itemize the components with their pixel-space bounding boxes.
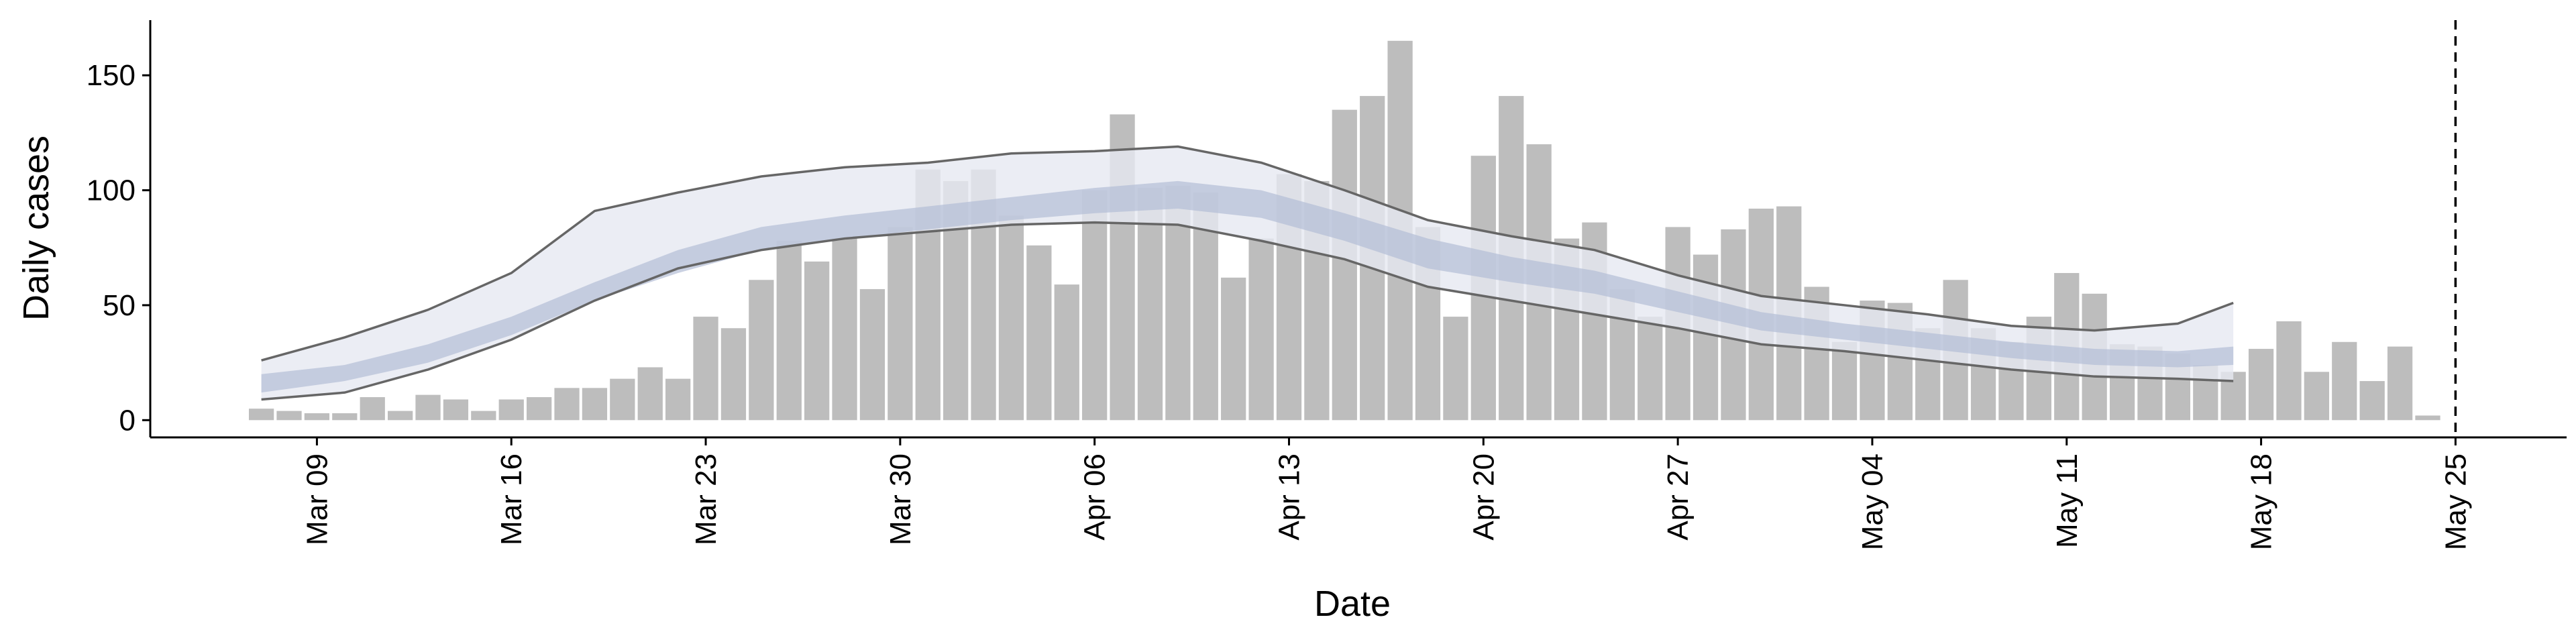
bar: [360, 397, 385, 421]
bar: [888, 227, 913, 421]
bar: [2304, 372, 2330, 421]
bar: [1831, 341, 1858, 421]
bar: [387, 411, 413, 421]
bar: [2359, 381, 2385, 421]
bar: [804, 261, 830, 421]
bar: [2332, 341, 2357, 421]
bar: [859, 288, 885, 421]
x-tick-label: Mar 16: [495, 453, 528, 545]
x-tick-label: Mar 30: [884, 453, 917, 545]
x-tick-label: Mar 23: [690, 453, 722, 545]
y-tick-label: 0: [119, 404, 136, 437]
x-tick-label: Apr 27: [1662, 453, 1695, 541]
bar: [1221, 277, 1246, 421]
bar: [1137, 188, 1163, 421]
x-tick-label: May 18: [2245, 453, 2278, 550]
bar: [582, 388, 608, 421]
bar: [2276, 321, 2302, 421]
outer-ribbon: [261, 146, 2234, 400]
bar: [2415, 415, 2440, 421]
x-tick-label: Mar 09: [301, 453, 333, 545]
bar: [832, 238, 857, 421]
bar: [443, 399, 469, 421]
bar: [693, 317, 718, 421]
bar: [554, 388, 580, 421]
bar: [1638, 317, 1663, 421]
bar: [1026, 245, 1052, 421]
bar: [2248, 349, 2274, 421]
x-axis-title: Date: [1314, 584, 1391, 624]
bar: [1082, 190, 1108, 421]
bar: [720, 328, 747, 421]
bar: [276, 411, 302, 421]
bar: [749, 280, 774, 421]
ribbon-edge: [261, 145, 2234, 362]
bar: [637, 367, 663, 421]
bar: [2387, 346, 2413, 421]
bar: [776, 240, 802, 421]
x-tick-label: Apr 13: [1273, 453, 1305, 541]
bar: [665, 378, 691, 421]
x-tick-label: May 11: [2051, 453, 2084, 548]
bar: [471, 411, 496, 421]
bar: [998, 215, 1024, 421]
bar: [304, 413, 330, 421]
bar: [1248, 238, 1274, 421]
bar: [610, 378, 635, 421]
bar: [1332, 109, 1357, 421]
y-tick-label: 50: [103, 289, 136, 322]
ribbon-edge: [261, 221, 2234, 401]
bar: [415, 394, 441, 421]
inner-ribbon: [261, 180, 2234, 393]
x-tick-label: Apr 06: [1079, 453, 1112, 541]
x-tick-label: Apr 20: [1467, 453, 1500, 541]
x-tick-label: May 25: [2439, 453, 2472, 550]
y-tick-label: 100: [87, 174, 136, 207]
bar: [498, 399, 524, 421]
x-tick-label: May 04: [1856, 453, 1889, 550]
bar: [332, 413, 358, 421]
bar: [1054, 284, 1079, 421]
bar: [1443, 317, 1468, 421]
y-tick-label: 150: [87, 59, 136, 92]
bar: [527, 397, 552, 421]
bar: [248, 409, 274, 421]
y-axis-title: Daily cases: [16, 136, 56, 321]
